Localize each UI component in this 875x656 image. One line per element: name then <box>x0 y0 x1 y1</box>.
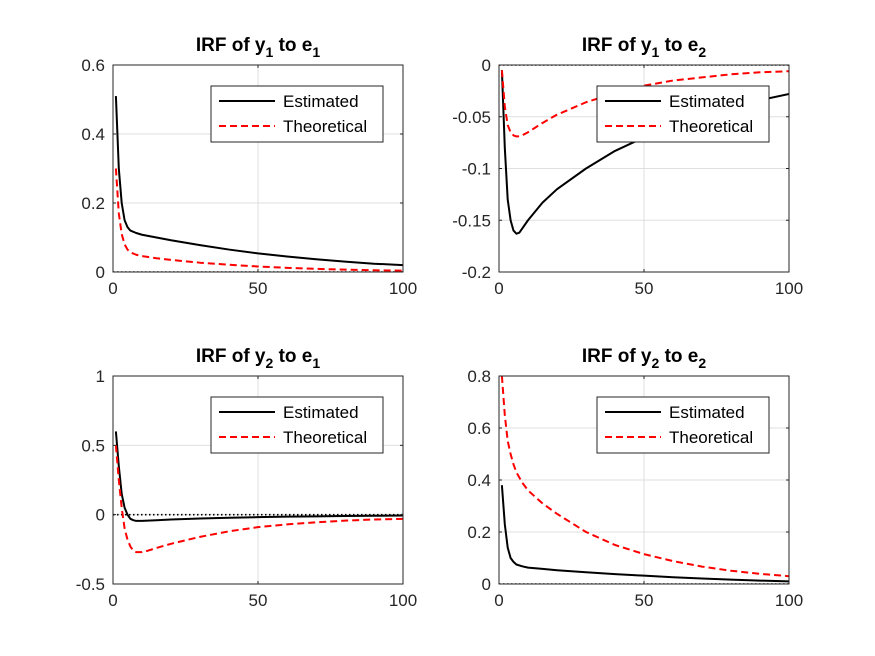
series-line-estimated <box>114 96 403 267</box>
x-tick-label: 0 <box>494 591 503 610</box>
y-tick-label: 0 <box>482 56 491 75</box>
title-text-part: IRF of y <box>196 35 266 56</box>
legend-box <box>210 85 384 143</box>
title-subscript: 2 <box>698 44 706 60</box>
chart-title: IRF of y2 to e1 <box>196 346 321 371</box>
y-tick-label: 0.4 <box>81 125 105 144</box>
legend: Estimated Theoretical <box>596 85 770 143</box>
legend: Estimated Theoretical <box>596 396 770 454</box>
legend-label-theoretical: Theoretical <box>283 117 367 136</box>
chart-panel-2: 0 50 100 -0.2 -0.15 -0.1 -0.05 0 IRF of y1 to e2… <box>452 35 803 298</box>
chart-title: IRF of y2 to e2 <box>582 346 707 371</box>
legend-label-estimated: Estimated <box>283 403 359 422</box>
series-line-theoretical <box>114 445 403 554</box>
x-tick-label: 100 <box>775 591 803 610</box>
chart-title: IRF of y1 to e2 <box>582 35 707 60</box>
x-tick-label: 0 <box>108 591 117 610</box>
x-tick-label: 50 <box>249 279 268 298</box>
y-tick-label: 0 <box>482 575 491 594</box>
y-tick-label: 0.4 <box>467 471 491 490</box>
legend-label-estimated: Estimated <box>669 92 745 111</box>
y-tick-label: 0.8 <box>467 367 491 386</box>
y-tick-label: -0.15 <box>452 211 491 230</box>
title-subscript: 2 <box>698 355 706 371</box>
legend-label-theoretical: Theoretical <box>669 428 753 447</box>
legend-label-estimated: Estimated <box>283 92 359 111</box>
y-tick-label: 0.2 <box>81 194 105 213</box>
y-tick-label: -0.5 <box>76 575 105 594</box>
y-tick-label: -0.1 <box>462 160 491 179</box>
title-subscript: 2 <box>266 355 274 371</box>
legend-box <box>210 396 384 454</box>
chart-title: IRF of y1 to e1 <box>196 35 321 60</box>
series-line-theoretical <box>500 376 789 578</box>
y-tick-label: 0.2 <box>467 523 491 542</box>
legend-box <box>596 85 770 143</box>
title-subscript: 2 <box>652 355 660 371</box>
series-line-estimated <box>500 485 789 583</box>
title-text-part: to e <box>273 346 312 367</box>
x-tick-label: 100 <box>775 279 803 298</box>
x-tick-label: 50 <box>635 591 654 610</box>
title-text-part: IRF of y <box>196 346 266 367</box>
y-tick-label: 0 <box>96 263 105 282</box>
series-line-estimated <box>114 431 403 522</box>
legend: Estimated Theoretical <box>210 396 384 454</box>
legend-box <box>596 396 770 454</box>
y-tick-label: -0.05 <box>452 108 491 127</box>
y-tick-label: 0 <box>96 506 105 525</box>
x-tick-label: 50 <box>635 279 654 298</box>
legend: Estimated Theoretical <box>210 85 384 143</box>
title-subscript: 1 <box>312 355 320 371</box>
x-tick-label: 100 <box>389 279 417 298</box>
series-line-theoretical <box>500 70 789 138</box>
title-subscript: 1 <box>652 44 660 60</box>
y-tick-label: 0.6 <box>467 419 491 438</box>
legend-label-theoretical: Theoretical <box>283 428 367 447</box>
x-tick-label: 50 <box>249 591 268 610</box>
y-tick-label: -0.2 <box>462 263 491 282</box>
title-subscript: 1 <box>312 44 320 60</box>
title-text-part: to e <box>659 35 698 56</box>
x-tick-label: 100 <box>389 591 417 610</box>
title-subscript: 1 <box>266 44 274 60</box>
y-tick-label: 0.6 <box>81 56 105 75</box>
title-text-part: IRF of y <box>582 346 652 367</box>
y-tick-label: 1 <box>96 367 105 386</box>
title-text-part: IRF of y <box>582 35 652 56</box>
series-line-theoretical <box>114 168 403 272</box>
title-text-part: to e <box>273 35 312 56</box>
legend-label-theoretical: Theoretical <box>669 117 753 136</box>
legend-label-estimated: Estimated <box>669 403 745 422</box>
title-text-part: to e <box>659 346 698 367</box>
y-tick-label: 0.5 <box>81 436 105 455</box>
x-tick-label: 0 <box>494 279 503 298</box>
x-tick-label: 0 <box>108 279 117 298</box>
